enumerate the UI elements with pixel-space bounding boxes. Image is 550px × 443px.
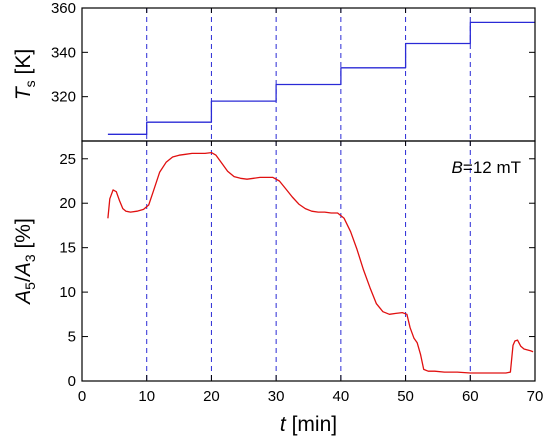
top-y-axis: 320 340 360: [51, 0, 535, 106]
top-plot-frame: [81, 7, 536, 142]
bottom-ytick-label-10: 10: [59, 284, 76, 301]
bottom-plot-frame: [81, 140, 536, 382]
ylabel-slash: /: [12, 276, 35, 282]
bottom-ytick-label-15: 15: [59, 240, 76, 257]
amplitude-ratio-line: [107, 151, 534, 374]
bottom-x-axis: 0 10 20 30 40 50 60 70: [78, 8, 544, 405]
x-axis-title: t [min]: [280, 413, 337, 436]
top-ytick-label-360: 360: [51, 0, 76, 17]
xtick-label-20: 20: [203, 388, 220, 405]
amplitude-ratio-series: [107, 151, 534, 374]
ylabel-unit: [%]: [12, 218, 35, 254]
xlabel-unit: [min]: [286, 413, 337, 436]
ylabel-a5-var: A: [12, 290, 35, 306]
temperature-line: [107, 21, 535, 135]
ylabel-a5-sub: 5: [22, 282, 38, 290]
temperature-series: [107, 21, 535, 135]
bottom-ytick-label-20: 20: [59, 195, 76, 212]
top-ylabel-var: T: [12, 85, 35, 100]
annotation-value: =12 mT: [463, 158, 521, 177]
top-vertical-guides: [146, 8, 471, 141]
bottom-ytick-label-5: 5: [68, 329, 76, 346]
bottom-y-axis-title: A5/A3 [%]: [12, 218, 38, 306]
xlabel-var: t: [280, 413, 287, 436]
top-ytick-label-340: 340: [51, 44, 76, 61]
top-ytick-label-320: 320: [51, 89, 76, 106]
ylabel-a3-var: A: [12, 262, 35, 278]
xtick-label-40: 40: [333, 388, 350, 405]
temperature-panel: 320 340 360 Ts [K]: [12, 0, 536, 142]
xtick-label-30: 30: [268, 388, 285, 405]
bottom-ytick-label-25: 25: [59, 151, 76, 168]
bottom-ytick-label-0: 0: [68, 373, 76, 390]
bottom-y-axis: 0 5 10 15 20 25: [59, 151, 535, 390]
top-y-axis-title: Ts [K]: [12, 49, 38, 100]
field-annotation: B=12 mT: [452, 158, 521, 177]
xtick-label-10: 10: [138, 388, 155, 405]
bottom-vertical-guides: [146, 141, 471, 381]
xtick-label-50: 50: [397, 388, 414, 405]
top-ylabel-unit: [K]: [12, 49, 35, 81]
annotation-var: B: [452, 158, 463, 177]
top-ylabel-sub: s: [22, 80, 38, 87]
xtick-label-60: 60: [462, 388, 479, 405]
ylabel-a3-sub: 3: [22, 254, 38, 262]
xtick-label-0: 0: [78, 388, 86, 405]
xtick-label-70: 70: [527, 388, 544, 405]
